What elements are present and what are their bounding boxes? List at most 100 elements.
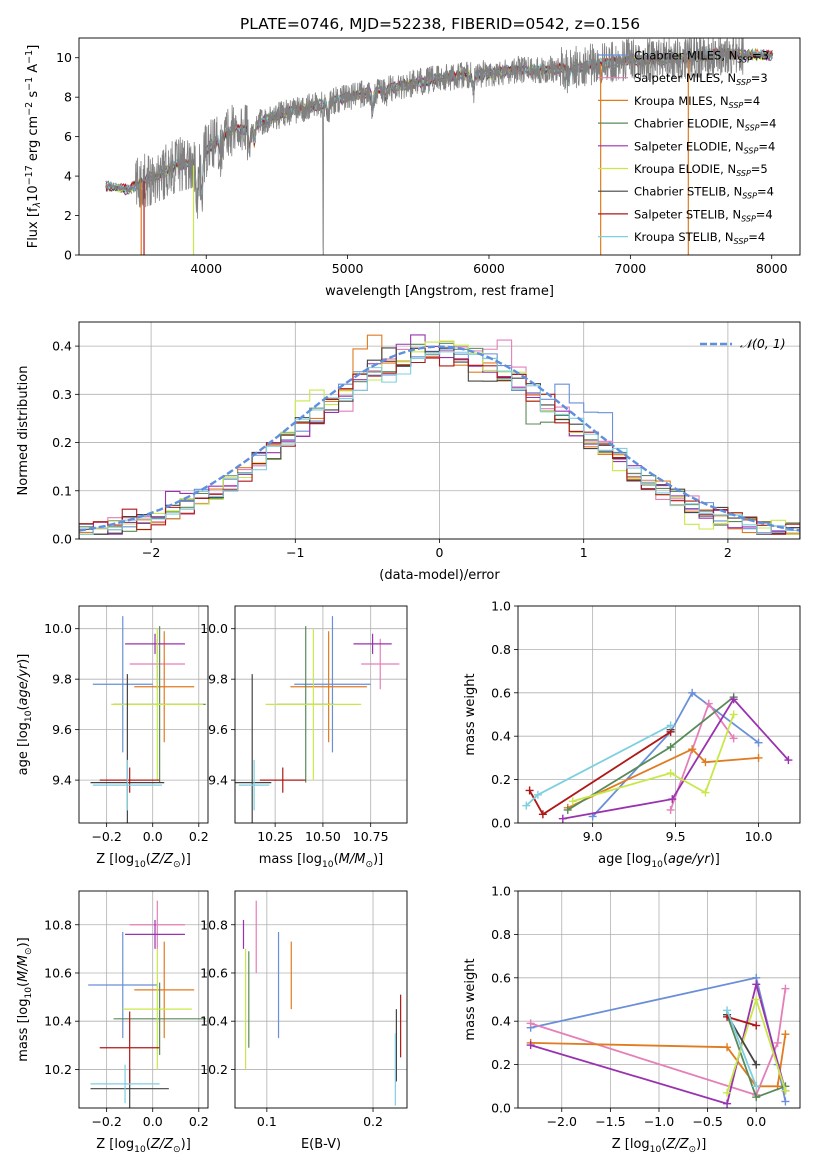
weight-vs-age-plot-area	[522, 688, 793, 823]
weight-vs-age-ytick-label: 0.8	[491, 642, 511, 657]
legend-entry: Chabrier MILES, NSSP=3	[634, 49, 769, 65]
mass-vs-Z-xtick-label: 0.2	[189, 1114, 209, 1129]
errorbar-point	[235, 674, 272, 823]
mass-weight-marker	[729, 734, 738, 743]
age-vs-mass-ytick-label: 9.8	[208, 672, 228, 687]
mass-weight-marker	[704, 699, 713, 708]
weight-vs-Z-xtick-label: −0.5	[692, 1114, 722, 1129]
mass-weight-line	[726, 1010, 758, 1087]
residuals-xtick-label: 0	[436, 545, 444, 560]
mass-vs-Z-axes: −0.2 0.0 0.2 10.2 10.4 10.6 10.8 Z [log10(Z/Z⊙)…	[16, 890, 209, 1155]
spectrum-ytick-label: 2	[64, 208, 72, 223]
errorbar-point	[90, 1064, 160, 1104]
mass-weight-marker	[752, 1060, 761, 1069]
weight-vs-age-xtick-label: 10.0	[745, 829, 773, 844]
spectrum-xtick-label: 8000	[756, 261, 788, 276]
weight-vs-age-xtick-label: 9.0	[583, 829, 603, 844]
spectrum-observed-line	[105, 38, 774, 255]
mass-vs-EBV-axes: 0.1 0.2 10.2 10.4 10.6 10.8 E(B-V)	[200, 890, 408, 1152]
weight-vs-Z-ytick-label: 0.4	[491, 1014, 511, 1029]
spectrum-xtick-label: 5000	[332, 261, 364, 276]
errorbar-point	[92, 759, 162, 811]
errorbar-point	[290, 631, 367, 743]
mass-weight-line	[562, 697, 790, 820]
age-vs-Z-xtick-label: 0.2	[189, 829, 209, 844]
axes-frame	[234, 890, 408, 1109]
mass-weight-marker	[522, 801, 531, 810]
age-vs-Z-ytick-label: 9.6	[52, 722, 72, 737]
weight-vs-age-ylabel: mass weight	[463, 673, 478, 755]
errorbar-point	[134, 941, 195, 1039]
mass-weight-marker	[752, 995, 761, 1004]
age-vs-mass-xlabel: mass [log10(M/M⊙)]	[259, 852, 383, 870]
mass-weight-marker	[723, 1099, 732, 1108]
age-vs-mass-ytick-label: 9.4	[208, 773, 228, 788]
spectrum-axes: 4000 5000 6000 7000 8000 0 2 4 6 8 10 wavelength [A…	[24, 37, 801, 299]
spectrum-ytick-label: 0	[64, 248, 72, 263]
errorbar-point	[294, 616, 371, 753]
age-vs-mass-xtick-label: 10.25	[257, 829, 293, 844]
mass-weight-marker	[752, 980, 761, 989]
spectrum-xlabel: wavelength [Angstrom, rest frame]	[325, 284, 554, 299]
axes-frame	[234, 605, 408, 824]
axes-frame	[517, 890, 801, 1109]
residuals-xlabel: (data-model)/error	[379, 568, 500, 583]
legend-entry: Salpeter STELIB, NSSP=4	[634, 207, 773, 223]
age-vs-Z-ytick-label: 9.4	[52, 773, 72, 788]
mass-weight-line	[726, 1016, 757, 1027]
residuals-ytick-label: 0.0	[52, 532, 72, 547]
errorbar-point	[125, 919, 185, 949]
mass-vs-Z-ytick-label: 10.6	[44, 965, 72, 980]
mass-vs-Z-ytick-label: 10.4	[44, 1014, 72, 1029]
weight-vs-Z-ylabel: mass weight	[463, 958, 478, 1040]
mass-weight-marker	[784, 756, 793, 765]
mass-weight-line	[530, 988, 787, 1097]
mass-weight-marker	[526, 1041, 535, 1050]
mass-vs-Z-xtick-label: −0.2	[91, 1114, 121, 1129]
errorbar-point	[129, 900, 185, 949]
weight-vs-age-ytick-label: 1.0	[491, 599, 511, 614]
age-vs-mass-ytick-label: 10.0	[200, 621, 228, 636]
mass-weight-marker	[701, 788, 710, 797]
weight-vs-Z-xtick-label: −2.0	[547, 1114, 577, 1129]
mass-weight-marker	[781, 1097, 790, 1106]
weight-vs-Z-xtick-label: −1.0	[644, 1114, 674, 1129]
mass-weight-marker	[752, 1021, 761, 1030]
mass-weight-marker	[754, 738, 763, 747]
axes-frame	[517, 605, 801, 824]
spectrum-xtick-label: 4000	[190, 261, 222, 276]
mass-weight-marker	[752, 1093, 761, 1102]
spectrum-ytick-label: 4	[64, 169, 72, 184]
errorbar-point	[238, 759, 270, 811]
mass-weight-marker	[688, 745, 697, 754]
weight-vs-Z-xtick-label: 0.0	[746, 1114, 766, 1129]
mass-weight-marker	[723, 1043, 732, 1052]
gaussian-reference-curve	[79, 345, 800, 532]
legend-entry: Salpeter MILES, NSSP=3	[634, 71, 768, 87]
mass-vs-Z-ytick-label: 10.2	[44, 1062, 72, 1077]
residuals-ytick-label: 0.1	[52, 483, 72, 498]
mass-weight-marker	[754, 753, 763, 762]
weight-vs-age-axes: 9.0 9.5 10.0 0.0 0.2 0.4 0.6 0.8 1.0 age [log10(a…	[463, 599, 801, 870]
errorbar-point	[113, 982, 206, 1055]
mass-weight-marker	[666, 721, 675, 730]
mass-vs-Z-plot-area	[88, 900, 206, 1108]
mass-weight-marker	[526, 1019, 535, 1028]
age-vs-mass-plot-area	[235, 616, 400, 823]
mass-weight-marker	[781, 984, 790, 993]
age-vs-Z-xtick-label: −0.2	[91, 829, 121, 844]
mass-vs-Z-xtick-label: 0.0	[143, 1114, 163, 1129]
mass-weight-marker	[752, 1082, 761, 1091]
residuals-ytick-label: 0.2	[52, 435, 72, 450]
residuals-xtick-label: −2	[142, 545, 160, 560]
mass-vs-EBV-ytick-label: 10.4	[200, 1014, 228, 1029]
weight-vs-age-xlabel: age [log10(age/yr)]	[598, 852, 720, 870]
age-vs-Z-plot-area	[90, 616, 206, 823]
mass-vs-EBV-plot-area	[242, 900, 402, 1106]
legend-entry: Salpeter ELODIE, NSSP=4	[634, 139, 775, 155]
mass-weight-marker	[666, 805, 675, 814]
errorbar-point	[88, 931, 158, 1039]
mass-weight-marker	[723, 1088, 732, 1097]
errorbar-point	[353, 633, 392, 654]
legend-entry: Kroupa MILES, NSSP=4	[634, 94, 760, 110]
